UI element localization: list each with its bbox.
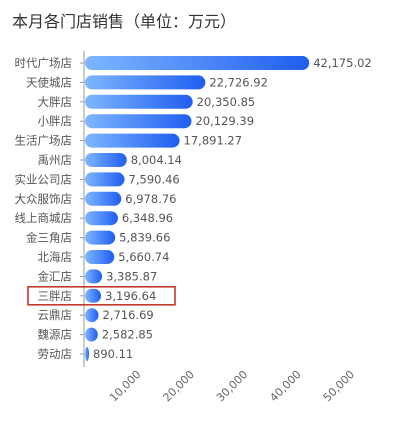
x-tick-label: 50,000 (321, 368, 357, 404)
category-label: 大众服饰店 (15, 192, 73, 206)
value-label: 5,660.74 (118, 250, 169, 264)
category-label: 北海店 (38, 250, 73, 264)
x-tick-label: 10,000 (107, 368, 143, 404)
bar[interactable] (85, 133, 180, 148)
chart-title: 本月各门店销售（单位：万元） (12, 12, 237, 31)
bar[interactable] (85, 56, 310, 70)
value-label: 7,590.46 (129, 172, 180, 186)
value-label: 890.11 (93, 347, 133, 361)
value-label: 2,582.85 (102, 328, 153, 342)
x-tick-label: 40,000 (267, 368, 303, 404)
x-tick-label: 20,000 (161, 368, 197, 404)
bar[interactable] (85, 288, 102, 303)
category-label: 金三角店 (26, 231, 72, 245)
value-label: 5,839.66 (119, 231, 170, 245)
x-tick-label: 30,000 (214, 368, 250, 404)
highlight-box (27, 285, 176, 306)
value-label: 6,348.96 (122, 211, 173, 225)
bar[interactable] (85, 114, 192, 129)
bar[interactable] (85, 327, 98, 342)
value-label: 22,726.92 (209, 75, 268, 89)
value-label: 17,891.27 (184, 134, 243, 148)
bar[interactable] (85, 269, 103, 284)
bar[interactable] (85, 211, 118, 226)
value-label: 2,716.69 (103, 308, 154, 322)
value-label: 42,175.02 (313, 56, 372, 70)
value-label: 3,385.87 (106, 269, 157, 283)
bar[interactable] (85, 75, 206, 90)
value-label: 6,978.76 (125, 192, 176, 206)
value-label: 20,350.85 (197, 95, 256, 109)
value-label: 8,004.14 (131, 153, 182, 167)
category-label: 线上商城店 (15, 211, 73, 225)
category-label: 天使城店 (26, 75, 72, 89)
category-label: 劳动店 (38, 347, 73, 361)
category-label: 实业公司店 (15, 172, 73, 186)
bar[interactable] (85, 250, 115, 264)
bar[interactable] (85, 191, 122, 206)
value-label: 3,196.64 (105, 289, 156, 303)
category-label: 大胖店 (38, 95, 73, 109)
bar[interactable] (85, 308, 99, 323)
bar[interactable] (85, 230, 116, 245)
category-label: 三胖店 (38, 289, 73, 303)
value-label: 20,129.39 (195, 114, 254, 128)
bar[interactable] (85, 94, 193, 109)
category-label: 云鼎店 (38, 308, 73, 322)
category-label: 禹州店 (38, 153, 73, 167)
category-label: 时代广场店 (15, 56, 73, 70)
category-label: 金汇店 (38, 269, 73, 283)
category-label: 魏源店 (38, 328, 73, 342)
bar[interactable] (85, 172, 125, 187)
bar[interactable] (85, 153, 127, 167)
bar[interactable] (85, 347, 89, 361)
category-label: 小胖店 (38, 114, 73, 128)
category-label: 生活广场店 (15, 134, 73, 148)
